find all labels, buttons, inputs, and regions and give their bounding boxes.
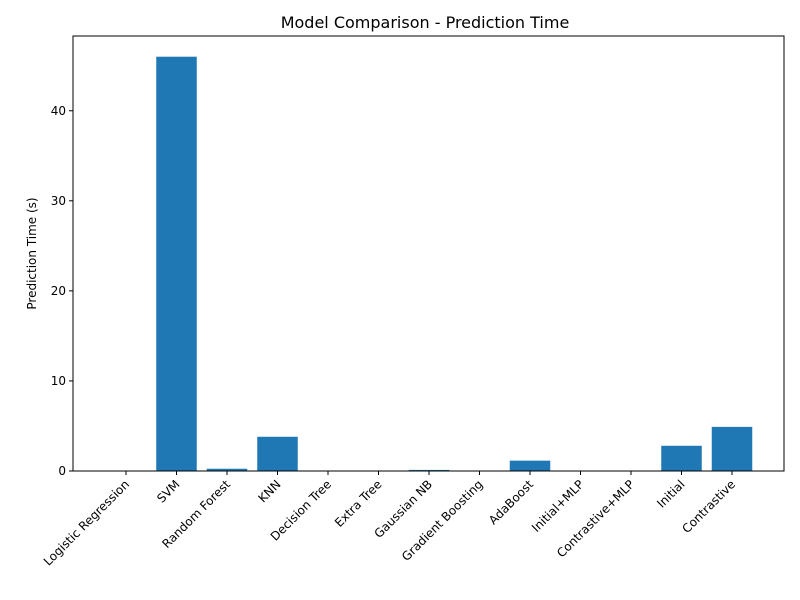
x-tick-label: KNN [255,477,283,505]
x-tick-label: SVM [154,477,182,505]
plot-frame [72,35,785,472]
bar-gaussian-nb [408,469,450,471]
bar-knn [257,436,298,471]
y-axis-label: Prediction Time (s) [25,197,39,309]
x-tick-label: Initial [654,477,687,510]
bar-svm [156,56,197,471]
bar-contrastive [711,426,753,471]
bar-random-forest [206,468,248,471]
chart-title: Model Comparison - Prediction Time [281,13,570,32]
y-tick-label: 30 [51,194,66,208]
x-tick-label: Logistic Regression [41,477,132,568]
x-tick-label: Contrastive [679,477,738,536]
x-tick-label: Extra Tree [332,477,385,530]
y-tick-label: 20 [51,284,66,298]
y-axis: 0 10 20 30 40 [51,104,73,478]
bar-adaboost [509,460,551,471]
bar-initial [661,445,702,471]
bars-group [105,56,753,471]
y-tick-label: 40 [51,104,66,118]
x-tick-label: AdaBoost [486,477,536,527]
y-tick-label: 0 [58,464,66,478]
y-tick-label: 10 [51,374,66,388]
